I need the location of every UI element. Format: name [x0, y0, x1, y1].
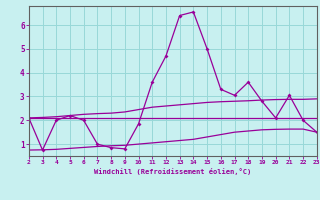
- X-axis label: Windchill (Refroidissement éolien,°C): Windchill (Refroidissement éolien,°C): [94, 168, 252, 175]
